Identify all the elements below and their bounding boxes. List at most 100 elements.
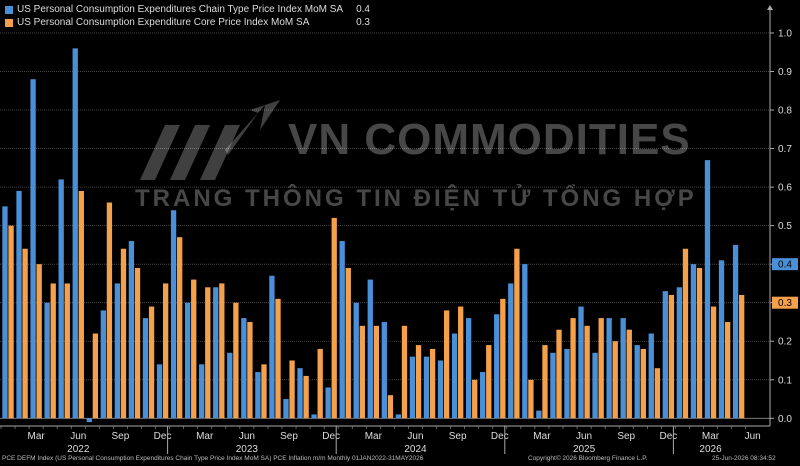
x-tick-label: Dec	[491, 431, 509, 442]
bar-core-pce	[626, 329, 632, 419]
bar-headline-pce	[30, 79, 36, 419]
x-tick-label: Mar	[365, 431, 383, 442]
bar-headline-pce	[578, 306, 584, 419]
bar-core-pce	[177, 237, 183, 419]
bar-headline-pce	[142, 318, 149, 419]
bar-core-pce	[162, 283, 169, 419]
bar-headline-pce	[184, 302, 191, 419]
legend-value-headline: 0.4	[356, 4, 370, 15]
bar-core-pce	[331, 217, 337, 419]
bar-core-pce	[556, 329, 562, 419]
bar-core-pce	[50, 283, 56, 419]
x-tick-label: Mar	[196, 431, 214, 442]
bar-core-pce	[640, 348, 646, 419]
x-tick-label: Dec	[154, 431, 172, 442]
bar-headline-pce	[128, 241, 135, 419]
legend-swatch-core	[5, 18, 13, 27]
bar-headline-pce	[283, 399, 289, 419]
bar-core-pce	[205, 287, 211, 419]
bar-headline-pce	[156, 364, 163, 419]
bar-headline-pce	[325, 387, 331, 419]
x-tick-label: Jun	[239, 431, 255, 442]
last-value-label: 0.3	[778, 298, 792, 309]
bar-headline-pce	[213, 287, 219, 419]
y-tick-label: 0.6	[778, 183, 792, 194]
bar-core-pce	[303, 375, 309, 419]
bar-headline-pce	[606, 318, 612, 419]
bar-core-pce	[373, 325, 380, 419]
bar-headline-pce	[704, 160, 711, 419]
bar-core-pce	[219, 283, 225, 419]
x-tick-label: Sep	[112, 431, 130, 442]
x-year-label: 2022	[67, 444, 90, 455]
y-tick-label: 0.1	[778, 375, 792, 386]
legend-value-core: 0.3	[356, 17, 370, 28]
bar-headline-pce	[269, 275, 275, 419]
bar-headline-pce	[634, 345, 640, 419]
bars	[2, 48, 745, 423]
bar-headline-pce	[16, 190, 22, 419]
bar-headline-pce	[508, 283, 514, 419]
legend: US Personal Consumption Expenditures Cha…	[2, 2, 373, 30]
bar-headline-pce	[718, 260, 725, 419]
bar-core-pce	[275, 298, 281, 419]
bar-core-pce	[514, 248, 520, 419]
bar-headline-pce	[199, 364, 205, 419]
bar-core-pce	[500, 298, 506, 419]
bar-core-pce	[654, 368, 661, 419]
bar-core-pce	[148, 306, 155, 419]
bar-headline-pce	[86, 418, 92, 423]
x-year-label: 2025	[573, 444, 596, 455]
bar-core-pce	[92, 333, 99, 419]
bar-core-pce	[317, 348, 323, 419]
y-tick-label: 0.8	[778, 106, 792, 117]
bar-core-pce	[724, 321, 731, 419]
bar-headline-pce	[58, 179, 64, 419]
bar-core-pce	[401, 325, 408, 419]
y-tick-label: 1.0	[778, 28, 792, 39]
bar-core-pce	[429, 348, 436, 419]
bar-headline-pce	[170, 210, 177, 419]
x-tick-label: Sep	[617, 431, 635, 442]
bar-headline-pce	[2, 206, 8, 419]
bar-core-pce	[668, 294, 675, 419]
bar-core-pce	[191, 279, 197, 419]
bar-core-pce	[387, 395, 394, 419]
x-tick-label: Jun	[70, 431, 86, 442]
bar-core-pce	[106, 202, 113, 419]
bar-core-pce	[134, 268, 141, 419]
x-tick-label: Mar	[533, 431, 551, 442]
bar-headline-pce	[732, 244, 739, 419]
legend-label-headline: US Personal Consumption Expenditures Cha…	[17, 4, 344, 15]
bar-core-pce	[359, 325, 365, 419]
bar-headline-pce	[536, 410, 542, 419]
bar-core-pce	[584, 325, 590, 419]
bar-headline-pce	[451, 333, 458, 419]
bar-headline-pce	[100, 310, 106, 419]
bar-core-pce	[528, 379, 534, 419]
legend-item-headline: US Personal Consumption Expenditures Cha…	[5, 3, 370, 16]
bar-core-pce	[415, 345, 422, 419]
bar-core-pce	[739, 294, 745, 419]
footer-copyright: Copyright© 2026 Bloomberg Finance L.P.	[528, 455, 648, 462]
bar-core-pce	[345, 268, 351, 419]
x-axis: Mar Jun Sep Dec Mar Jun Sep Dec Mar Jun Sep Dec Mar J…	[0, 425, 770, 455]
x-tick-label: Dec	[659, 431, 677, 442]
bar-headline-pce	[620, 318, 626, 419]
bar-headline-pce	[648, 333, 654, 419]
bar-core-pce	[78, 190, 84, 419]
y-axis: 0.00.10.20.30.40.50.60.70.80.91.00.40.3	[767, 5, 798, 426]
bar-core-pce	[289, 360, 295, 419]
x-tick-label: Dec	[322, 431, 340, 442]
bar-headline-pce	[676, 287, 683, 419]
bar-headline-pce	[662, 291, 668, 419]
bar-core-pce	[36, 264, 42, 419]
bar-headline-pce	[381, 321, 387, 419]
bar-headline-pce	[241, 318, 247, 419]
bar-headline-pce	[339, 241, 345, 419]
bar-headline-pce	[480, 372, 486, 419]
bar-core-pce	[612, 341, 618, 419]
y-axis-arrow-icon	[767, 5, 773, 10]
legend-item-core: US Personal Consumption Expenditure Core…	[5, 16, 370, 29]
